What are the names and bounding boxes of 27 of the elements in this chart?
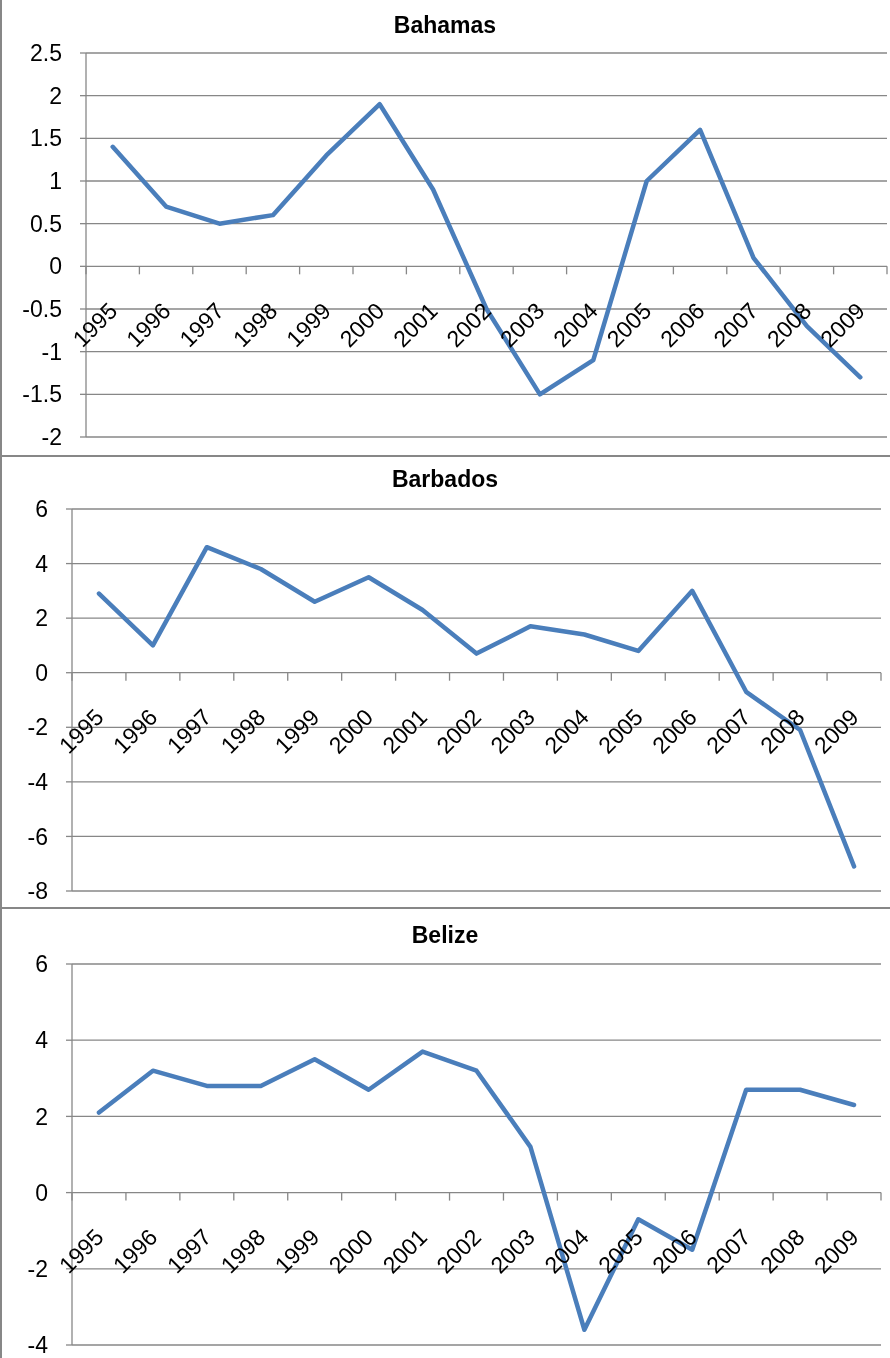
y-tick-label: -4 — [27, 1332, 49, 1358]
y-tick-label: -8 — [27, 878, 48, 905]
y-tick-label: -2 — [27, 714, 48, 741]
y-tick-label: 2 — [35, 605, 48, 632]
y-tick-label: 6 — [35, 951, 48, 978]
y-tick-label: 0 — [49, 253, 62, 280]
y-tick-label: 4 — [35, 550, 49, 577]
y-tick-label: 0 — [35, 659, 48, 686]
y-tick-label: -0.5 — [22, 296, 62, 323]
y-tick-label: 2.5 — [30, 40, 62, 67]
y-tick-label: -2 — [41, 424, 62, 451]
y-tick-label: 0.5 — [30, 210, 62, 237]
y-tick-label: 1 — [49, 168, 62, 195]
y-tick-label: -2 — [27, 1255, 48, 1282]
y-tick-label: -6 — [27, 823, 48, 850]
chart-title: Bahamas — [392, 11, 498, 39]
y-tick-label: 6 — [35, 496, 48, 523]
y-tick-label: 4 — [35, 1027, 49, 1054]
chart-title: Barbados — [390, 465, 500, 493]
y-tick-label: 1.5 — [30, 125, 62, 152]
y-tick-label: -4 — [27, 769, 49, 796]
y-tick-label: 2 — [49, 82, 62, 109]
y-tick-label: 2 — [35, 1103, 48, 1130]
y-tick-label: 0 — [35, 1179, 48, 1206]
y-tick-label: -1.5 — [22, 381, 62, 408]
y-tick-label: -1 — [41, 338, 62, 365]
chart-title: Belize — [410, 921, 480, 949]
